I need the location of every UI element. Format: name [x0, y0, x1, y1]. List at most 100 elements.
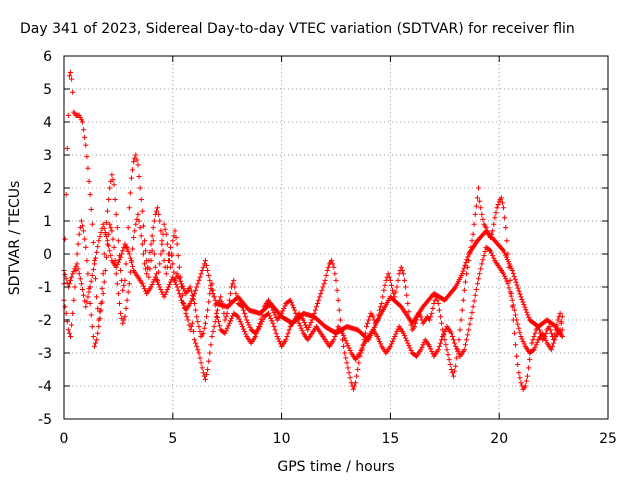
- data-point: [519, 296, 525, 303]
- data-point: [265, 310, 272, 316]
- data-point: [206, 358, 212, 364]
- data-point: [312, 307, 318, 313]
- data-point: [71, 268, 77, 274]
- data-point: [463, 337, 470, 343]
- data-point: [293, 310, 299, 316]
- data-point: [319, 287, 325, 293]
- data-point: [442, 328, 448, 335]
- data-point: [139, 241, 145, 247]
- data-point: [531, 347, 537, 353]
- data-point: [214, 307, 221, 313]
- data-point: [97, 234, 103, 240]
- data-point: [478, 266, 484, 272]
- data-point: [451, 368, 458, 374]
- data-point: [460, 268, 466, 274]
- data-point: [296, 320, 302, 326]
- data-point: [94, 337, 100, 343]
- data-point: [179, 283, 186, 289]
- data-point: [346, 370, 352, 376]
- data-point: [207, 277, 213, 283]
- data-point: [509, 297, 515, 303]
- data-point: [75, 266, 81, 272]
- data-point: [513, 279, 519, 285]
- data-point: [352, 380, 359, 386]
- data-point: [511, 330, 518, 336]
- data-point: [461, 287, 467, 293]
- x-tick-label: 20: [490, 431, 508, 447]
- data-point: [189, 320, 195, 326]
- data-point: [161, 258, 167, 264]
- data-point: [164, 286, 170, 293]
- data-point: [119, 251, 125, 257]
- data-point: [200, 264, 206, 270]
- data-point: [245, 319, 251, 326]
- data-point: [308, 319, 314, 326]
- data-point: [71, 297, 77, 303]
- data-point: [477, 271, 483, 277]
- data-point: [382, 282, 388, 288]
- data-point: [151, 251, 157, 257]
- data-point: [300, 317, 306, 323]
- data-point: [75, 241, 81, 247]
- data-point: [191, 300, 198, 307]
- data-point: [467, 321, 473, 327]
- data-point: [404, 292, 410, 298]
- data-point: [506, 285, 512, 291]
- data-point: [67, 69, 74, 76]
- data-point: [163, 289, 169, 295]
- data-point: [463, 271, 470, 277]
- data-point: [344, 340, 350, 346]
- data-point: [346, 345, 352, 351]
- data-point: [342, 350, 348, 356]
- data-point: [500, 205, 507, 211]
- data-point: [440, 333, 446, 340]
- data-point: [322, 277, 328, 283]
- data-point: [239, 324, 246, 330]
- data-point: [154, 279, 161, 285]
- data-point: [109, 228, 115, 234]
- data-point: [331, 264, 337, 270]
- data-point: [149, 281, 155, 288]
- data-point: [366, 317, 372, 323]
- data-point: [159, 289, 165, 295]
- data-point: [174, 271, 180, 277]
- data-point: [198, 360, 204, 366]
- data-point: [301, 319, 308, 326]
- data-point: [386, 274, 392, 280]
- data-point: [148, 241, 154, 247]
- data-point: [345, 365, 351, 371]
- data-point: [520, 299, 526, 305]
- data-point: [479, 261, 485, 267]
- data-point: [462, 262, 468, 268]
- data-point: [451, 340, 458, 346]
- data-point: [436, 307, 442, 313]
- data-point: [89, 324, 95, 330]
- data-point: [357, 350, 363, 356]
- y-tick-label: 1: [43, 214, 52, 230]
- data-point: [475, 276, 482, 282]
- data-point: [111, 244, 117, 250]
- data-point: [94, 249, 100, 255]
- y-tick-label: 3: [43, 148, 52, 164]
- data-point: [351, 383, 358, 389]
- data-point: [532, 344, 538, 350]
- data-point: [530, 347, 536, 354]
- data-point: [104, 238, 111, 244]
- data-point: [92, 276, 99, 282]
- data-point: [199, 267, 205, 274]
- data-point: [187, 327, 193, 333]
- data-point: [406, 309, 412, 315]
- data-point: [95, 330, 101, 336]
- data-point: [454, 346, 460, 352]
- data-point: [491, 221, 497, 227]
- data-point: [512, 276, 518, 282]
- data-point: [123, 261, 129, 267]
- data-point: [69, 274, 75, 280]
- data-point: [473, 203, 479, 209]
- data-point: [387, 277, 393, 283]
- data-point: [164, 241, 170, 247]
- data-point: [458, 317, 464, 323]
- data-point: [284, 333, 290, 340]
- data-point: [129, 263, 136, 269]
- data-point: [407, 345, 413, 351]
